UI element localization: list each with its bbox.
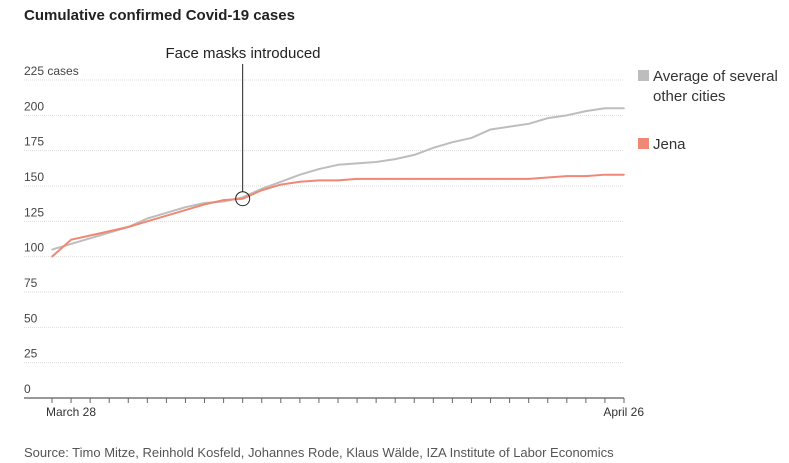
y-tick-label-175: 175 (24, 135, 44, 149)
series-1-point (337, 179, 339, 182)
series-0-point (89, 237, 91, 240)
series-0-point (470, 137, 473, 139)
y-tick-label-150: 150 (24, 170, 44, 184)
series-1-point (280, 183, 282, 186)
y-tick-label-50: 50 (24, 311, 38, 325)
y-tick-label-125: 125 (24, 205, 44, 219)
series-1-point (566, 175, 568, 177)
y-tick-label-200: 200 (24, 99, 44, 113)
series-1-point (489, 178, 492, 180)
series-0-point (184, 206, 187, 208)
series-0-point (432, 147, 435, 149)
series-1-point (184, 209, 187, 211)
series-0-point (623, 107, 625, 110)
series-1-point (70, 238, 72, 241)
series-0-point (337, 164, 339, 166)
series-1-point (585, 175, 587, 177)
series-1-point (241, 197, 244, 200)
series-1-point (108, 230, 110, 233)
series-1-point (89, 234, 91, 237)
series-0-point (356, 162, 358, 165)
series-1-point (527, 178, 530, 180)
legend: Average of several other cities Jena (638, 68, 778, 153)
series-0-point (280, 180, 282, 183)
series-0-point (51, 248, 53, 251)
series-1-point (413, 178, 416, 180)
series-1-point (451, 178, 454, 180)
legend-swatch-0 (638, 70, 649, 81)
series-0-point (585, 110, 587, 112)
series-1-point (222, 199, 225, 201)
series-1-point (165, 214, 168, 217)
series-0-point (70, 243, 72, 245)
x-tick-label-0: March 28 (46, 405, 96, 419)
annotation-label: Face masks introduced (165, 45, 320, 62)
series-1-point (375, 178, 377, 180)
series-1-point (318, 179, 320, 182)
x-tick-label-1: April 26 (603, 405, 644, 419)
series-0-point (146, 217, 149, 220)
series-line-1 (51, 173, 624, 258)
gridlines (24, 79, 624, 364)
source-note: Source: Timo Mitze, Reinhold Kosfeld, Jo… (24, 445, 614, 460)
y-tick-label-25: 25 (24, 347, 38, 361)
legend-label-0: Average of several other cities (653, 68, 778, 105)
series-0-point (299, 173, 301, 176)
series-1-point (470, 178, 473, 180)
series-0-point (546, 117, 549, 119)
y-tick-label-75: 75 (24, 276, 38, 290)
series-0-point (566, 114, 568, 117)
series-1-point (203, 203, 206, 206)
chart-title: Cumulative confirmed Covid-19 cases (24, 7, 295, 24)
series-1-point (623, 173, 625, 176)
series-0-point (508, 125, 511, 128)
series-0-point (527, 123, 530, 125)
series-1-point (604, 173, 606, 176)
series-0-point (489, 128, 492, 131)
series-1-point (146, 220, 149, 223)
legend-label-1: Jena (653, 136, 686, 153)
y-tick-label-0: 0 (24, 382, 31, 396)
series-0-point (394, 158, 397, 160)
series-1-point (299, 180, 301, 183)
series-0-point (165, 212, 168, 214)
series-0-point (451, 141, 454, 143)
annotation-circle (235, 191, 251, 207)
x-axis: March 28 April 26 (24, 397, 644, 419)
series-1-point (51, 255, 53, 258)
annotation: Face masks introduced (165, 45, 321, 207)
series-0-point (413, 154, 416, 156)
series-1-point (127, 226, 130, 228)
y-tick-label-225: 225 cases (24, 64, 79, 78)
series-1-point (508, 178, 511, 180)
series-0-point (318, 168, 320, 170)
series-1-point (356, 178, 358, 180)
series-1-point (546, 176, 549, 179)
series-0-point (604, 107, 606, 110)
series-1-point (260, 189, 263, 192)
y-axis-ticks: 0 25 50 75 100 125 150 175 200 225 cases (24, 64, 79, 396)
y-tick-label-100: 100 (24, 241, 44, 255)
series-1-point (432, 178, 435, 180)
series-1-point (394, 178, 397, 180)
series-lines (51, 107, 625, 258)
series-0-point (375, 161, 377, 163)
legend-swatch-1 (638, 138, 649, 149)
